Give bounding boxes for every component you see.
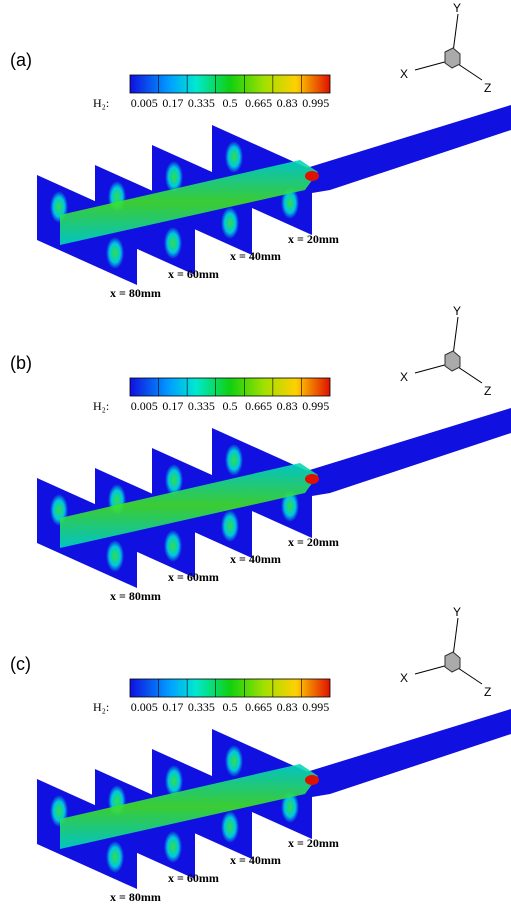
h2-plume — [225, 141, 243, 173]
h2-plume — [225, 444, 243, 476]
colorbar-title: H₂: — [93, 96, 109, 110]
colorbar-tick: 0.335 — [188, 700, 215, 714]
channel — [300, 105, 511, 195]
axis-cube — [445, 351, 460, 371]
h2-plume — [225, 745, 243, 777]
slice-label: x = 20mm — [288, 836, 339, 850]
channel — [300, 408, 511, 498]
colorbar-tick: 0.005 — [131, 96, 158, 110]
colorbar-tick: 0.83 — [277, 399, 298, 413]
slice-label: x = 60mm — [168, 570, 219, 584]
slice-label: x = 40mm — [230, 552, 281, 566]
injector — [305, 474, 319, 484]
slice-label: x = 40mm — [230, 853, 281, 867]
colorbar-tick: 0.005 — [131, 399, 158, 413]
axis-label: Z — [484, 81, 491, 95]
colorbar-tick: 0.83 — [277, 700, 298, 714]
h2-plume — [221, 510, 239, 542]
axis-cube — [445, 652, 460, 672]
axis-label: Y — [453, 1, 461, 15]
colorbar — [130, 378, 330, 396]
colorbar-tick: 0.5 — [223, 399, 238, 413]
colorbar-tick: 0.335 — [188, 399, 215, 413]
colorbar-tick: 0.995 — [302, 700, 329, 714]
colorbar-tick: 0.5 — [223, 96, 238, 110]
panel: x = 20mm x = 40mm x = 60mm x = 80mm (c) H₂: 0.… — [10, 605, 511, 904]
colorbar-tick: 0.5 — [223, 700, 238, 714]
panel-label: (c) — [10, 654, 31, 674]
colorbar — [130, 75, 330, 93]
axis-label: X — [400, 370, 408, 384]
colorbar-tick: 0.17 — [162, 96, 183, 110]
injector — [305, 171, 319, 181]
h2-plume — [106, 540, 124, 572]
slice-label: x = 80mm — [110, 890, 161, 904]
slice-label: x = 60mm — [168, 871, 219, 885]
slice-label: x = 80mm — [110, 589, 161, 603]
h2-plume — [164, 227, 182, 259]
h2-plume — [106, 841, 124, 873]
axis-label: Z — [484, 384, 491, 398]
injector — [305, 775, 319, 785]
colorbar-tick: 0.17 — [162, 399, 183, 413]
panel: x = 20mm x = 40mm x = 60mm x = 80mm (b) H₂: 0.… — [10, 304, 511, 603]
colorbar-tick: 0.995 — [302, 399, 329, 413]
panel-label: (a) — [10, 50, 32, 70]
axis-cube — [445, 48, 460, 68]
h2-plume — [221, 207, 239, 239]
colorbar-tick: 0.83 — [277, 96, 298, 110]
colorbar-tick: 0.005 — [131, 700, 158, 714]
channel — [300, 709, 511, 799]
axis-label: X — [400, 67, 408, 81]
slice-label: x = 40mm — [230, 249, 281, 263]
h2-plume — [221, 811, 239, 843]
h2-plume — [106, 237, 124, 269]
slice-label: x = 80mm — [110, 286, 161, 300]
slice-label: x = 60mm — [168, 267, 219, 281]
colorbar-tick: 0.665 — [245, 399, 272, 413]
axis-label: Z — [484, 685, 491, 699]
h2-plume — [164, 831, 182, 863]
panel: x = 20mm x = 40mm x = 60mm x = 80mm (a) H₂: 0.… — [10, 1, 511, 300]
axis-label: Y — [453, 605, 461, 619]
colorbar-title: H₂: — [93, 399, 109, 413]
axis-label: Y — [453, 304, 461, 318]
colorbar-tick: 0.17 — [162, 700, 183, 714]
slice-label: x = 20mm — [288, 535, 339, 549]
panel-label: (b) — [10, 353, 32, 373]
colorbar-tick: 0.995 — [302, 96, 329, 110]
colorbar-tick: 0.665 — [245, 96, 272, 110]
h2-plume — [164, 530, 182, 562]
slice-label: x = 20mm — [288, 232, 339, 246]
colorbar-tick: 0.335 — [188, 96, 215, 110]
colorbar-tick: 0.665 — [245, 700, 272, 714]
axis-label: X — [400, 671, 408, 685]
colorbar — [130, 679, 330, 697]
colorbar-title: H₂: — [93, 700, 109, 714]
figure: x = 20mm x = 40mm x = 60mm x = 80mm (a) H₂: 0.… — [0, 0, 511, 908]
